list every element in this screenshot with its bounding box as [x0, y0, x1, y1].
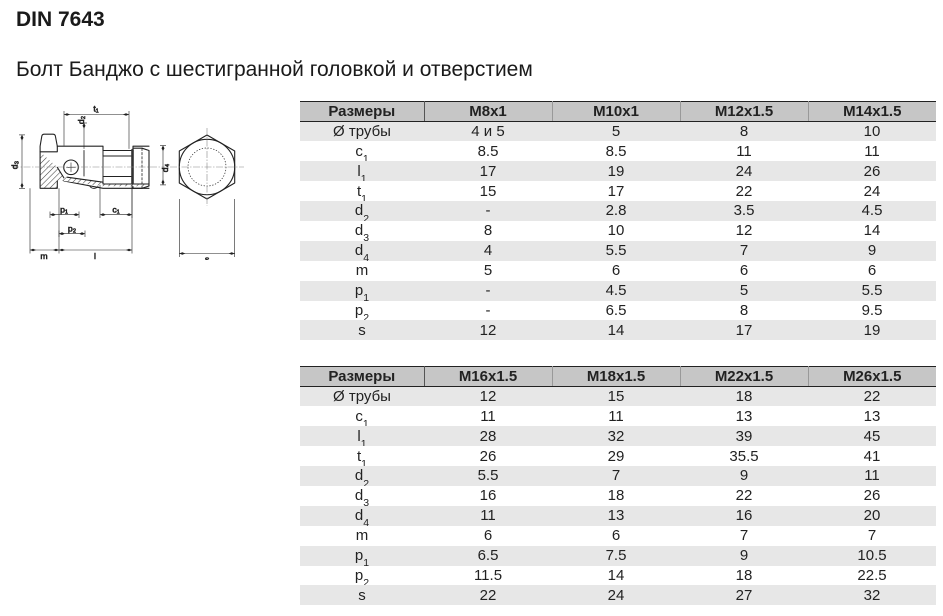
svg-text:c₁: c₁ [112, 205, 119, 215]
svg-text:l: l [94, 251, 96, 260]
svg-text:p₁: p₁ [60, 205, 68, 215]
svg-text:d₂: d₂ [76, 116, 86, 124]
svg-text:m: m [40, 251, 47, 260]
svg-text:t₁: t₁ [93, 104, 98, 114]
svg-text:d₄: d₄ [160, 163, 170, 172]
svg-text:s: s [205, 254, 210, 260]
svg-text:p₂: p₂ [68, 224, 76, 234]
svg-text:d₃: d₃ [10, 160, 20, 169]
